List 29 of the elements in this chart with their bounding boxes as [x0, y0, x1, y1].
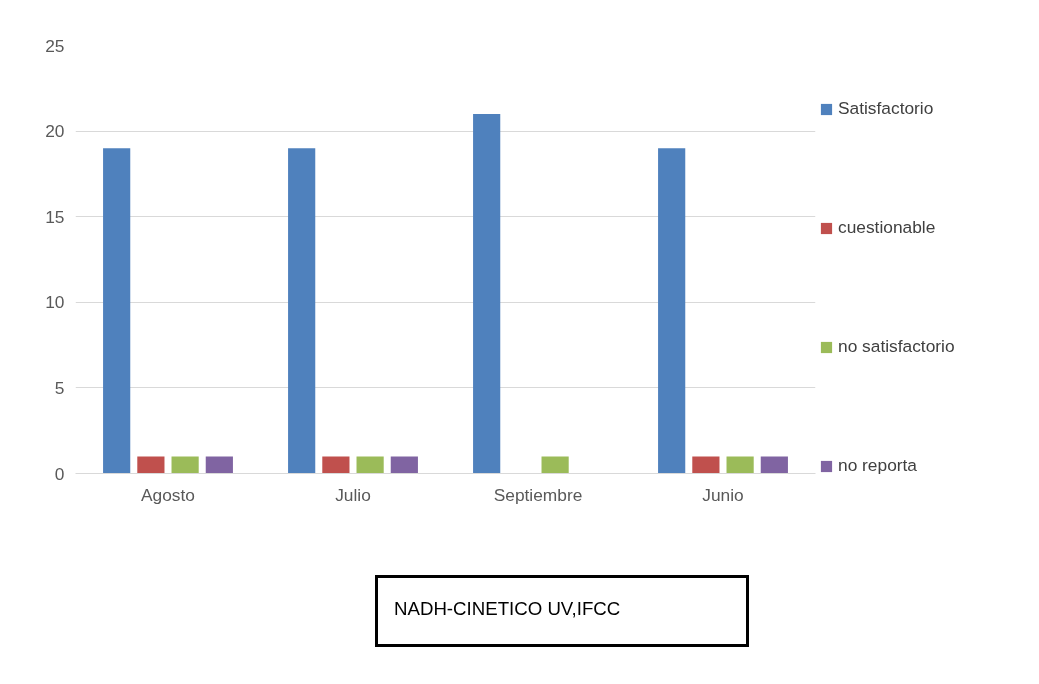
bar — [356, 456, 384, 474]
bar — [205, 456, 233, 474]
bar — [473, 113, 501, 474]
y-tick-label: 25 — [45, 35, 65, 56]
bar — [692, 456, 720, 474]
bar — [322, 456, 350, 474]
bar — [103, 148, 131, 474]
legend-label: Satisfactorio — [838, 97, 934, 120]
y-tick-label: 15 — [45, 206, 65, 227]
bar — [541, 456, 569, 474]
x-tick-label: Agosto — [141, 484, 195, 505]
x-tick-label: Julio — [335, 484, 371, 505]
text: NADH-CINETICO UV,IFCC — [394, 597, 621, 621]
y-tick-label: 20 — [45, 121, 65, 142]
legend-label: cuestionable — [838, 216, 936, 239]
bar — [137, 456, 165, 474]
y-tick-label: 5 — [54, 377, 65, 398]
y-tick-label: 10 — [45, 292, 65, 313]
y-tick-label: 0 — [54, 463, 65, 484]
bar — [288, 148, 316, 474]
x-tick-label: Junio — [702, 484, 744, 505]
legend-label: no satisfactorio — [838, 335, 955, 358]
bar — [171, 456, 199, 474]
bar — [658, 148, 686, 474]
legend-label: no reporta — [838, 454, 917, 477]
bar — [760, 456, 788, 474]
x-tick-label: Septiembre — [493, 484, 583, 505]
bar — [390, 456, 418, 474]
bar — [726, 456, 754, 474]
